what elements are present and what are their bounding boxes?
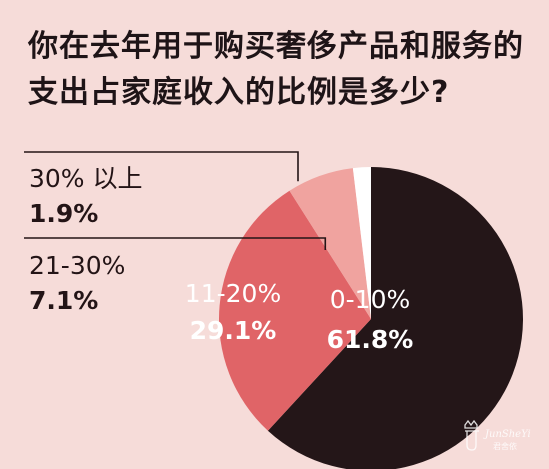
svg-text:君舍依: 君舍依 [493,441,517,451]
leader-lines [24,151,327,250]
brand-logo: JunSheYi 君舍依 [464,419,531,451]
slice-value-21-30: 7.1% [29,286,98,315]
slice-label-21-30: 21-30% [29,251,125,280]
slice-label-11-20: 11-20% [185,279,281,308]
leader-line-30-plus [24,151,299,182]
svg-text:JunSheYi: JunSheYi [483,429,531,440]
slice-value-11-20: 29.1% [190,316,277,345]
pie-slice-21-30 [289,168,371,319]
slice-value-30-plus: 1.9% [29,199,98,228]
leader-line-21-30 [24,237,327,250]
slice-value-0-10: 61.8% [327,325,414,354]
pie-slice-0-10 [267,167,523,469]
pie-slices [218,167,523,469]
chart-title-line-1: 你在去年用于购买奢侈产品和服务的 [28,29,524,64]
slice-label-30-plus: 30% 以上 [29,164,143,193]
pie-slice-30 [352,167,371,319]
chart-title: 你在去年用于购买奢侈产品和服务的 支出占家庭收入的比例是多少? [28,24,528,116]
pie-slice-11-20 [218,190,371,431]
chart-title-line-2: 支出占家庭收入的比例是多少? [28,75,450,110]
slice-labels: 0-10% 61.8% 11-20% 29.1% 30% 以上 1.9% 21-30% 7.1… [29,164,413,354]
slice-label-0-10: 0-10% [330,285,411,314]
